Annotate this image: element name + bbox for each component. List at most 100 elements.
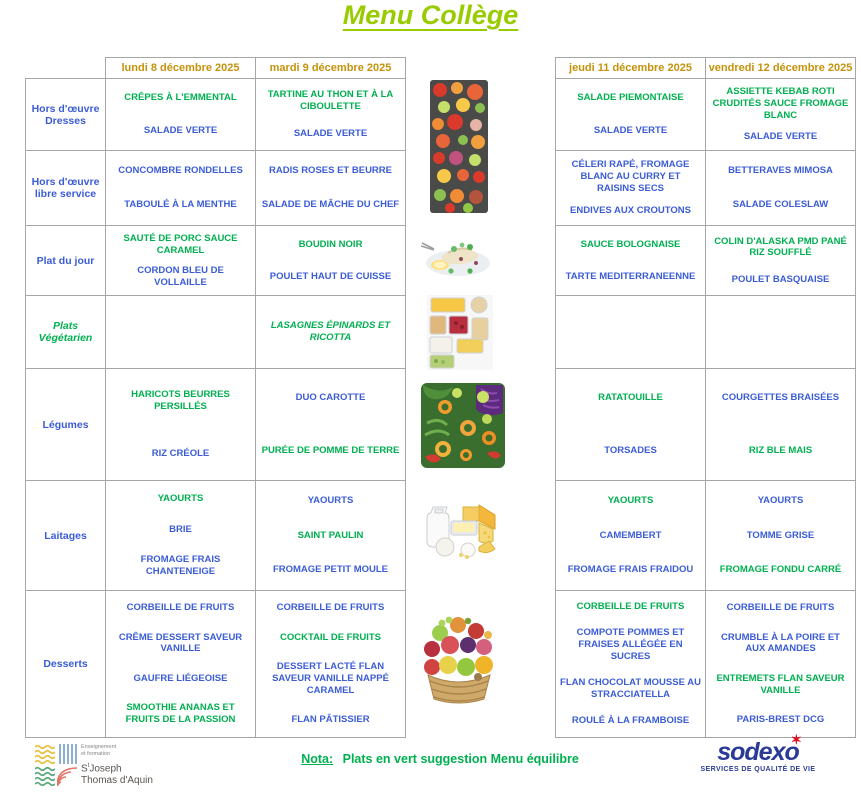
menu-item: CORBEILLE DE FRUITS bbox=[576, 600, 685, 612]
menu-item: CAMEMBERT bbox=[599, 529, 662, 541]
menu-item: CORDON BLEU DE VOLLAILLE bbox=[137, 264, 224, 288]
menu-item: SAUTÉ DE PORC SAUCE CARAMEL bbox=[123, 232, 238, 256]
menu-item: YAOURTS bbox=[757, 494, 804, 506]
menu-item: YAOURTS bbox=[307, 494, 354, 506]
menu-cell: YAOURTS TOMME GRISE FROMAGE FONDU CARRÉ bbox=[705, 480, 856, 591]
category-label: Desserts bbox=[25, 590, 106, 738]
tomatoes-crudites-photo bbox=[430, 80, 488, 213]
menu-item: SAUCE BOLOGNAISE bbox=[580, 238, 681, 250]
menu-item: BRIE bbox=[169, 523, 192, 535]
menu-cell: YAOURTS SAINT PAULIN FROMAGE PETIT MOULE bbox=[255, 480, 406, 591]
menu-item: DUO CAROTTE bbox=[295, 392, 366, 404]
menu-item: FLAN PÂTISSIER bbox=[291, 713, 370, 725]
menu-cell: CRÊPES À L'EMMENTAL SALADE VERTE bbox=[105, 78, 256, 151]
menu-item: COLIN D'ALASKA PMD PANÉ RIZ SOUFFLÉ bbox=[714, 235, 847, 259]
menu-item: CRÊPES À L'EMMENTAL bbox=[124, 92, 237, 104]
menu-cell: RADIS ROSES ET BEURRE SALADE DE MÂCHE DU … bbox=[255, 150, 406, 226]
day-header-jeudi: jeudi 11 décembre 2025 bbox=[555, 57, 706, 79]
menu-item: TORSADES bbox=[604, 445, 657, 457]
sodexo-star-icon: ✶ bbox=[790, 732, 802, 747]
category-label: Hors d'œuvre libre service bbox=[25, 150, 106, 226]
menu-row: Légumes HARICOTS BEURRES PERSILLÉS RIZ CRÉ… bbox=[25, 368, 406, 481]
menu-item: RIZ CRÉOLE bbox=[151, 448, 210, 460]
school-logo-text: Enseignement et formation StJoseph Thomas … bbox=[81, 744, 153, 787]
menu-item: CORBEILLE DE FRUITS bbox=[276, 602, 385, 614]
day-header-mardi: mardi 9 décembre 2025 bbox=[255, 57, 406, 79]
menu-item: COMPOTE POMMES ET FRAISES ALLÉGÉE EN SUC… bbox=[576, 627, 685, 662]
menu-item: CONCOMBRE RONDELLES bbox=[118, 164, 243, 176]
menu-item: HARICOTS BEURRES PERSILLÉS bbox=[131, 389, 230, 412]
menu-item: FROMAGE PETIT MOULE bbox=[272, 564, 389, 576]
menu-item: SALADE DE MÂCHE DU CHEF bbox=[261, 199, 400, 211]
menu-row: Laitages YAOURTS BRIE FROMAGE FRAIS CHANTEN… bbox=[25, 480, 406, 591]
menu-cell: SALADE PIEMONTAISE SALADE VERTE bbox=[555, 78, 706, 151]
sodexo-tagline: SERVICES DE QUALITÉ DE VIE bbox=[700, 766, 816, 773]
menu-item: DESSERT LACTÉ FLAN SAVEUR VANILLE NAPPÉ … bbox=[272, 660, 389, 696]
menu-cell bbox=[705, 295, 856, 369]
menu-row: CÉLERI RAPÉ, FROMAGE BLANC AU CURRY ET R… bbox=[555, 150, 856, 226]
menu-item: SALADE PIEMONTAISE bbox=[577, 92, 684, 104]
school-logo: Enseignement et formation StJoseph Thomas … bbox=[35, 744, 153, 787]
day-header-lundi: lundi 8 décembre 2025 bbox=[105, 57, 256, 79]
menu-item: TARTE MEDITERRANEENNE bbox=[565, 270, 696, 282]
menu-item: LASAGNES ÉPINARDS ET RICOTTA bbox=[270, 320, 391, 343]
category-label: Hors d'œuvre Dresses bbox=[25, 78, 106, 151]
menu-item: YAOURTS bbox=[157, 492, 204, 504]
menu-item: COURGETTES BRAISÉES bbox=[721, 392, 840, 404]
menu-cell: DUO CAROTTE PURÉE DE POMME DE TERRE bbox=[255, 368, 406, 481]
fruit-basket-photo bbox=[420, 613, 497, 707]
menu-item: GAUFRE LIÉGEOISE bbox=[133, 672, 228, 684]
menu-item: SALADE VERTE bbox=[593, 125, 668, 137]
day-header-row: lundi 8 décembre 2025 mardi 9 décembre 2… bbox=[25, 57, 406, 79]
menu-item: ROULÉ À LA FRAMBOISE bbox=[571, 715, 690, 727]
menu-item: TOMME GRISE bbox=[746, 529, 815, 541]
menu-item: PARIS-BREST DCG bbox=[736, 713, 825, 725]
menu-cell: CORBEILLE DE FRUITS COMPOTE POMMES ET FRA… bbox=[555, 590, 706, 738]
menu-cell: ASSIETTE KEBAB ROTI CRUDITÉS SAUCE FROMA… bbox=[705, 78, 856, 151]
menu-row: YAOURTS CAMEMBERT FROMAGE FRAIS FRAIDOU YAO… bbox=[555, 480, 856, 591]
menu-item: SALADE VERTE bbox=[293, 128, 368, 140]
menu-item: PURÉE DE POMME DE TERRE bbox=[261, 445, 400, 457]
menu-item: RIZ BLE MAIS bbox=[748, 445, 813, 457]
left-table-body: lundi 8 décembre 2025 mardi 9 décembre 2… bbox=[25, 57, 406, 738]
day-header-vendredi: vendredi 12 décembre 2025 bbox=[705, 57, 856, 79]
menu-item: BOUDIN NOIR bbox=[298, 238, 363, 250]
fish-plate-photo bbox=[418, 233, 492, 279]
menu-item: TARTINE AU THON ET À LA CIBOULETTE bbox=[267, 89, 394, 112]
menu-cell: CORBEILLE DE FRUITS COCKTAIL DE FRUITS DES… bbox=[255, 590, 406, 738]
menu-item: ASSIETTE KEBAB ROTI CRUDITÉS SAUCE FROMA… bbox=[712, 86, 849, 121]
menu-item: SMOOTHIE ANANAS ET FRUITS DE LA PASSION bbox=[125, 702, 236, 725]
menu-item: CORBEILLE DE FRUITS bbox=[726, 602, 835, 614]
category-label: Laitages bbox=[25, 480, 106, 591]
menu-row: Plat du jour SAUTÉ DE PORC SAUCE CARAMEL C… bbox=[25, 225, 406, 296]
menu-item: SALADE VERTE bbox=[143, 125, 218, 137]
menu-row bbox=[555, 295, 856, 369]
menu-cell: YAOURTS BRIE FROMAGE FRAIS CHANTENEIGE bbox=[105, 480, 256, 591]
menu-item: TABOULÉ À LA MENTHE bbox=[124, 199, 237, 211]
sodexo-wordmark: sodexo ✶ bbox=[717, 732, 802, 766]
menu-cell: CÉLERI RAPÉ, FROMAGE BLANC AU CURRY ET R… bbox=[555, 150, 706, 226]
menu-item: FROMAGE FRAIS FRAIDOU bbox=[567, 564, 694, 576]
category-label: Légumes bbox=[25, 368, 106, 481]
menu-row: RATATOUILLE TORSADES COURGETTES BRAISÉES RI… bbox=[555, 368, 856, 481]
day-header-row: jeudi 11 décembre 2025 vendredi 12 décem… bbox=[555, 57, 856, 79]
menu-cell: LASAGNES ÉPINARDS ET RICOTTA bbox=[255, 295, 406, 369]
menu-item: POULET HAUT DE CUISSE bbox=[269, 270, 392, 282]
menu-cell: COLIN D'ALASKA PMD PANÉ RIZ SOUFFLÉ POULE… bbox=[705, 225, 856, 296]
menu-cell: SAUCE BOLOGNAISE TARTE MEDITERRANEENNE bbox=[555, 225, 706, 296]
menu-cell: RATATOUILLE TORSADES bbox=[555, 368, 706, 481]
menu-item: BETTERAVES MIMOSA bbox=[728, 164, 833, 176]
category-label: Plats Végétarien bbox=[25, 295, 106, 369]
header-spacer bbox=[25, 57, 106, 79]
menu-item: POULET BASQUAISE bbox=[731, 273, 830, 285]
menu-item: CORBEILLE DE FRUITS bbox=[126, 602, 235, 614]
menu-cell: CORBEILLE DE FRUITS CRUMBLE À LA POIRE ET… bbox=[705, 590, 856, 738]
school-logo-icon bbox=[35, 744, 77, 786]
menu-item: RADIS ROSES ET BEURRE bbox=[269, 164, 392, 176]
menu-item: SALADE COLESLAW bbox=[732, 199, 829, 211]
menu-item: RATATOUILLE bbox=[598, 392, 663, 404]
menu-cell bbox=[555, 295, 706, 369]
menu-item: CÉLERI RAPÉ, FROMAGE BLANC AU CURRY ET R… bbox=[571, 158, 690, 194]
menu-cell: BETTERAVES MIMOSA SALADE COLESLAW bbox=[705, 150, 856, 226]
